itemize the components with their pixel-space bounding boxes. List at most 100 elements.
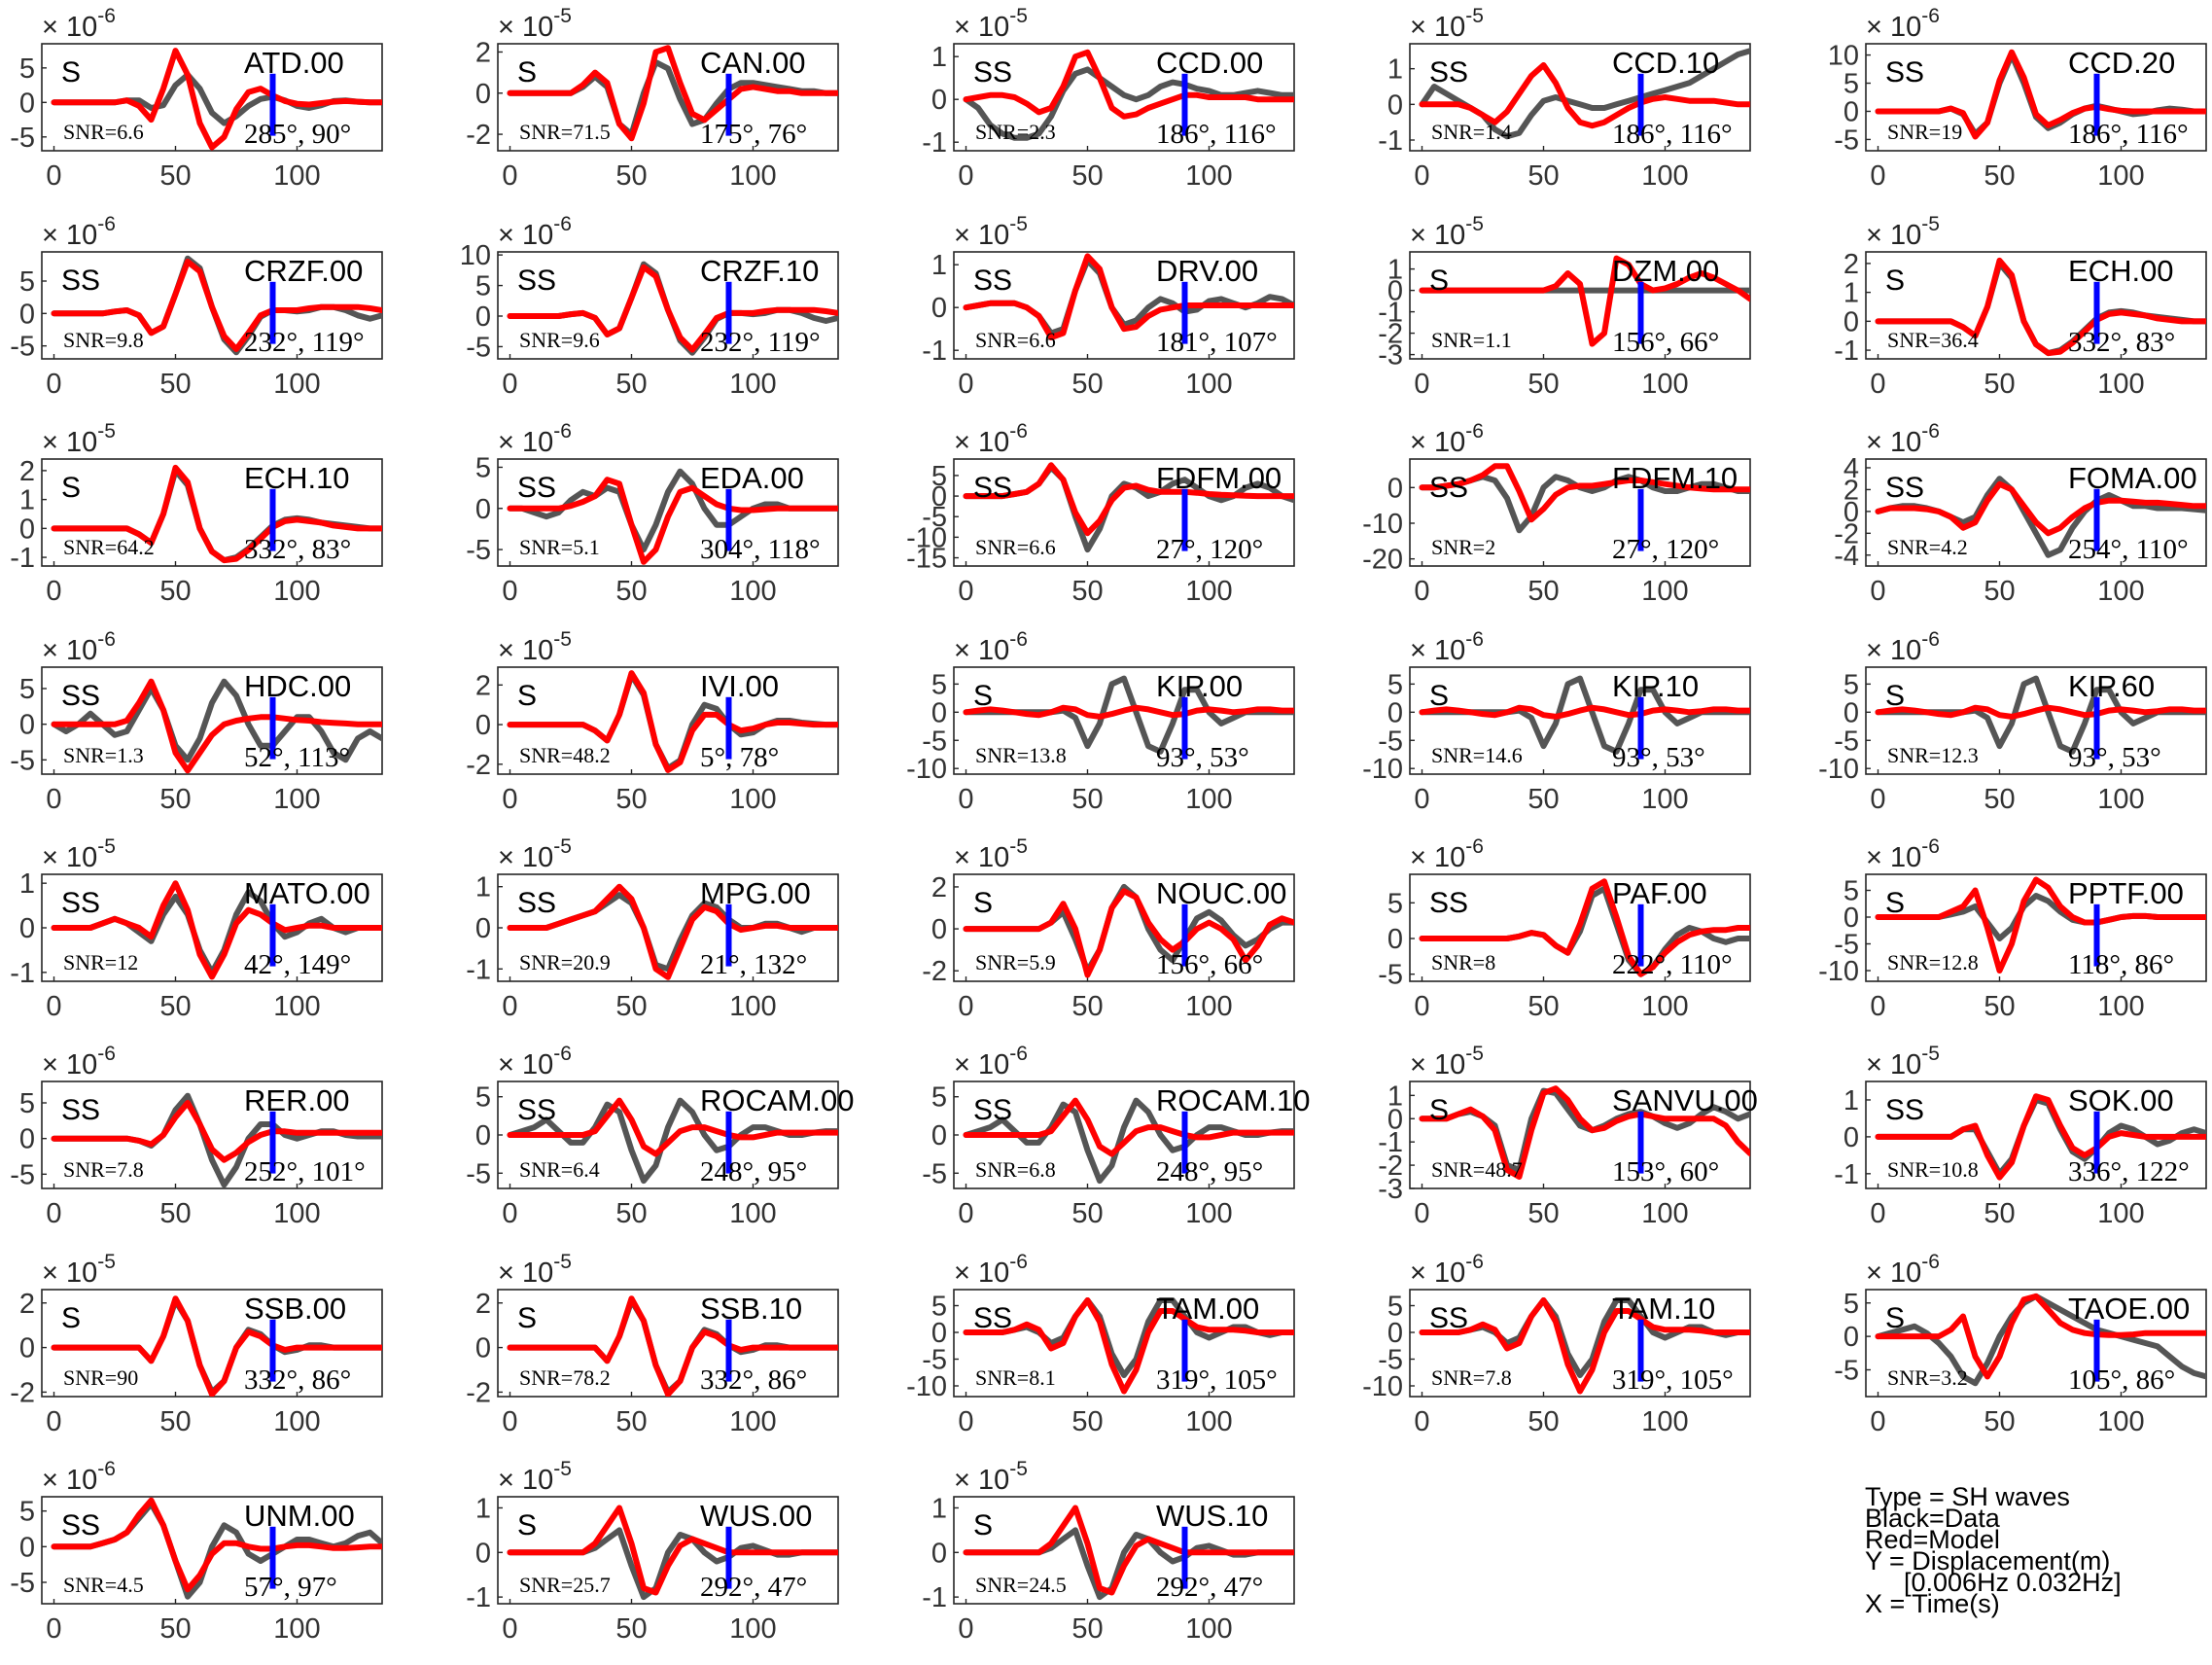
exponent-label: × 10-6 [1866, 420, 1940, 458]
x-tick-label: 100 [2097, 1406, 2144, 1437]
x-tick-label: 0 [1870, 369, 1885, 400]
x-tick-label: 0 [46, 1613, 61, 1645]
station-label: MPG.00 [700, 876, 811, 910]
y-tick-label: -10 [1818, 754, 1859, 785]
x-tick-label: 100 [1185, 160, 1232, 192]
azimuth-label: 52°, 113° [244, 742, 350, 773]
y-tick-label: 0 [1843, 306, 1859, 337]
y-tick-label: -10 [1362, 754, 1403, 785]
phase-label: SS [973, 472, 1012, 504]
legend-black: Black=Data [1865, 1504, 2000, 1533]
x-tick-label: 0 [502, 1198, 517, 1229]
phase-label: SS [1885, 1094, 1924, 1126]
time-marker [269, 1526, 276, 1589]
x-tick-label: 50 [1984, 576, 2015, 607]
x-tick-label: 100 [729, 1613, 776, 1645]
x-tick-label: 100 [2097, 784, 2144, 815]
y-tick-label: -5 [1378, 1345, 1403, 1376]
snr-label: SNR=6.6 [63, 120, 144, 144]
station-label: FDFM.10 [1612, 461, 1738, 495]
phase-label: SS [1429, 1302, 1468, 1334]
y-tick-label: 0 [475, 913, 491, 944]
exponent-label: × 10-6 [42, 213, 116, 251]
time-marker [1181, 73, 1188, 136]
x-tick-label: 50 [1984, 1198, 2015, 1229]
station-label: TAM.10 [1612, 1292, 1715, 1326]
x-tick-label: 100 [729, 991, 776, 1022]
y-tick-label: -5 [1834, 726, 1859, 757]
azimuth-label: 181°, 107° [1156, 327, 1278, 358]
station-panel: × 10-5 0 50 100 -1 0 1 SS CCD.00 SNR=2.3 186°, 116… [922, 5, 1295, 192]
station-label: PPTF.00 [2068, 876, 2184, 910]
phase-label: SS [1429, 56, 1468, 89]
x-tick-label: 50 [159, 1613, 191, 1645]
y-tick-label: 2 [931, 872, 947, 903]
y-tick-label: -5 [10, 1159, 35, 1190]
model-series-line [1419, 255, 1750, 347]
phase-label: SS [1885, 472, 1924, 504]
station-panel: × 10-5 0 50 100 -2 0 2 S SSB.10 SNR=78.2 332°, 86° [466, 1251, 839, 1437]
x-tick-label: 50 [1071, 784, 1103, 815]
y-tick-label: -2 [10, 1377, 35, 1408]
azimuth-label: 42°, 149° [244, 949, 351, 980]
phase-label: SS [61, 265, 100, 297]
y-tick-label: 2 [475, 1289, 491, 1320]
time-marker [1637, 1319, 1644, 1382]
model-series-line [963, 1505, 1294, 1596]
exponent-label: × 10-6 [1410, 628, 1484, 666]
azimuth-label: 156°, 66° [1612, 327, 1719, 358]
snr-label: SNR=1.3 [63, 743, 144, 767]
x-tick-label: 0 [958, 1406, 973, 1437]
y-tick-label: -5 [1834, 124, 1859, 156]
y-tick-label: 0 [475, 710, 491, 741]
station-label: TAM.00 [1156, 1292, 1259, 1326]
snr-label: SNR=12 [63, 950, 138, 974]
time-marker [725, 1111, 732, 1174]
x-tick-label: 0 [46, 369, 61, 400]
model-series-line [963, 253, 1294, 340]
y-tick-label: -5 [10, 123, 35, 154]
y-tick-label: 10 [1828, 41, 1859, 72]
y-tick-label: -2 [1378, 319, 1403, 350]
phase-label: SS [517, 265, 556, 297]
y-tick-label: -2 [1834, 518, 1859, 549]
y-tick-label: 5 [19, 1497, 35, 1528]
y-tick-label: -5 [922, 1345, 947, 1376]
y-tick-label: 1 [1387, 255, 1403, 286]
station-panel: × 10-5 0 50 100 -1 0 1S WUS.10 SNR=24.5 292°, 47° [922, 1458, 1295, 1645]
x-tick-label: 50 [615, 991, 647, 1022]
x-tick-label: 0 [1414, 576, 1429, 607]
azimuth-label: 285°, 90° [244, 119, 351, 150]
exponent-label: × 10-6 [42, 1043, 116, 1080]
azimuth-label: 254°, 110° [2068, 534, 2189, 565]
x-tick-label: 100 [1641, 784, 1688, 815]
station-label: ECH.10 [244, 461, 350, 495]
station-label: KIP.60 [2068, 669, 2155, 703]
station-label: FOMA.00 [2068, 461, 2197, 495]
x-tick-label: 0 [1414, 784, 1429, 815]
x-tick-label: 0 [46, 1198, 61, 1229]
axes-box [1409, 458, 1751, 567]
azimuth-label: 248°, 95° [1156, 1156, 1263, 1187]
exponent-label: × 10-5 [498, 628, 572, 666]
x-tick-label: 50 [615, 160, 647, 192]
x-tick-label: 0 [1414, 160, 1429, 192]
snr-label: SNR=12.8 [1887, 950, 1979, 974]
axes-box [1409, 1080, 1751, 1189]
snr-label: SNR=8.1 [975, 1365, 1056, 1390]
y-tick-label: 2 [1843, 475, 1859, 506]
azimuth-label: 93°, 53° [2068, 742, 2161, 773]
x-tick-label: 50 [1071, 369, 1103, 400]
y-tick-label: -5 [10, 745, 35, 776]
snr-label: SNR=12.3 [1887, 743, 1979, 767]
axes-box [1865, 458, 2207, 567]
y-tick-label: -5 [1834, 930, 1859, 961]
exponent-label: × 10-5 [42, 420, 116, 458]
y-tick-label: 5 [1843, 69, 1859, 100]
y-tick-label: -1 [1378, 125, 1403, 157]
y-tick-label: 5 [19, 53, 35, 85]
